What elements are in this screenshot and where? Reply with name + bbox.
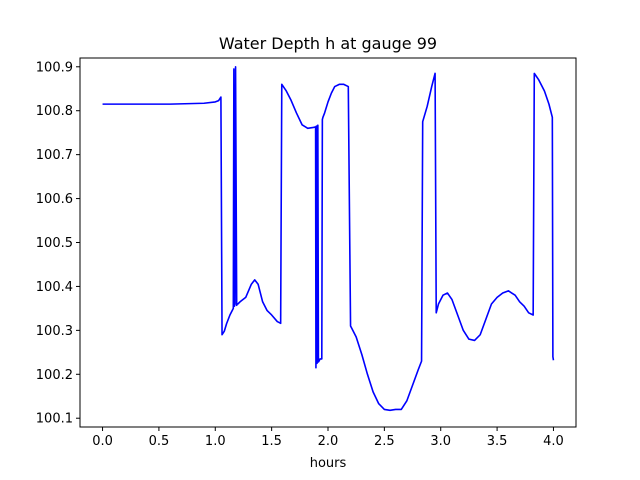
series-line-0 — [102, 65, 555, 412]
y-axis: 100.1 100.2 100.3 100.4 100.5 100.6 100.7 100.8… — [36, 60, 80, 427]
x-tick-label: 4.0 — [543, 434, 564, 449]
x-tick-label: 0.0 — [92, 434, 113, 449]
y-tick-label: 100.4 — [36, 280, 73, 295]
y-tick-label: 100.2 — [36, 368, 73, 383]
y-tick-label: 100.3 — [36, 324, 73, 339]
y-tick-label: 100.7 — [36, 148, 73, 163]
x-tick-label: 3.0 — [430, 434, 451, 449]
x-axis: 0.0 0.5 1.0 1.5 2.0 2.5 3.0 3.5 4.0 — [92, 427, 564, 449]
x-tick-label: 2.0 — [318, 434, 339, 449]
y-tick-label: 100.5 — [36, 236, 73, 251]
chart-title: Water Depth h at gauge 99 — [219, 34, 437, 53]
y-tick-label: 100.6 — [36, 192, 73, 207]
series-layer — [102, 65, 555, 412]
x-tick-label: 1.0 — [205, 434, 226, 449]
x-axis-label: hours — [310, 456, 347, 471]
y-tick-label: 100.1 — [36, 412, 73, 427]
y-tick-label: 100.9 — [36, 60, 73, 75]
x-tick-label: 2.5 — [374, 434, 395, 449]
y-tick-label: 100.8 — [36, 104, 73, 119]
x-tick-label: 0.5 — [149, 434, 170, 449]
x-tick-label: 3.5 — [487, 434, 508, 449]
x-tick-label: 1.5 — [261, 434, 282, 449]
